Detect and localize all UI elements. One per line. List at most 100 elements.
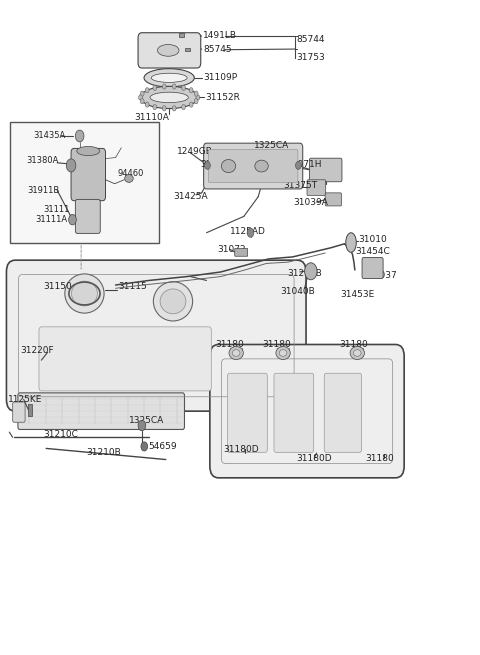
Circle shape bbox=[181, 85, 185, 90]
Text: 31425A: 31425A bbox=[173, 193, 208, 201]
Text: 31420C: 31420C bbox=[201, 160, 236, 168]
Circle shape bbox=[75, 130, 84, 142]
Text: 31111A: 31111A bbox=[35, 215, 67, 224]
Text: 31180D: 31180D bbox=[223, 445, 259, 453]
Text: 31753: 31753 bbox=[297, 53, 325, 62]
FancyBboxPatch shape bbox=[204, 143, 303, 189]
Ellipse shape bbox=[154, 282, 192, 321]
Circle shape bbox=[296, 162, 301, 170]
FancyBboxPatch shape bbox=[235, 248, 248, 256]
FancyBboxPatch shape bbox=[6, 260, 306, 411]
Ellipse shape bbox=[350, 346, 364, 360]
Text: 31454C: 31454C bbox=[355, 247, 390, 256]
Circle shape bbox=[139, 95, 143, 100]
FancyBboxPatch shape bbox=[210, 345, 404, 478]
FancyBboxPatch shape bbox=[325, 193, 341, 206]
Circle shape bbox=[140, 91, 144, 96]
Ellipse shape bbox=[157, 45, 179, 56]
Circle shape bbox=[145, 102, 149, 107]
Text: 31180: 31180 bbox=[339, 340, 368, 349]
Text: 31180: 31180 bbox=[365, 454, 394, 462]
Ellipse shape bbox=[279, 350, 287, 356]
Text: 1125KE: 1125KE bbox=[8, 395, 43, 404]
Circle shape bbox=[194, 99, 198, 104]
Ellipse shape bbox=[221, 160, 236, 173]
FancyBboxPatch shape bbox=[71, 149, 106, 200]
Circle shape bbox=[162, 105, 166, 111]
Text: 31039A: 31039A bbox=[294, 198, 328, 206]
Ellipse shape bbox=[255, 160, 268, 172]
Text: 31010: 31010 bbox=[359, 234, 387, 244]
Ellipse shape bbox=[229, 346, 243, 360]
Circle shape bbox=[196, 95, 200, 100]
Circle shape bbox=[194, 91, 198, 96]
Circle shape bbox=[153, 85, 157, 90]
FancyBboxPatch shape bbox=[228, 373, 267, 453]
FancyBboxPatch shape bbox=[208, 150, 298, 182]
Text: 54659: 54659 bbox=[148, 442, 177, 451]
Ellipse shape bbox=[232, 350, 240, 356]
FancyBboxPatch shape bbox=[185, 48, 190, 51]
Circle shape bbox=[247, 228, 254, 237]
Circle shape bbox=[69, 214, 76, 225]
Text: 1125AD: 1125AD bbox=[230, 227, 266, 236]
Text: 1325CA: 1325CA bbox=[254, 141, 289, 150]
FancyBboxPatch shape bbox=[28, 404, 32, 416]
Text: 31210B: 31210B bbox=[86, 449, 120, 457]
Text: 31072: 31072 bbox=[217, 244, 246, 253]
Text: 31111: 31111 bbox=[44, 206, 70, 214]
Ellipse shape bbox=[125, 174, 133, 182]
FancyBboxPatch shape bbox=[75, 199, 100, 233]
Text: 31071H: 31071H bbox=[287, 160, 322, 168]
Text: 31453E: 31453E bbox=[340, 290, 375, 299]
Text: 31220F: 31220F bbox=[20, 346, 53, 355]
FancyBboxPatch shape bbox=[324, 373, 361, 453]
Text: 31375T: 31375T bbox=[283, 181, 317, 190]
Text: 31109P: 31109P bbox=[203, 73, 237, 83]
Ellipse shape bbox=[346, 233, 356, 252]
Ellipse shape bbox=[276, 346, 290, 360]
Circle shape bbox=[172, 84, 176, 89]
Circle shape bbox=[189, 88, 193, 93]
FancyBboxPatch shape bbox=[362, 257, 383, 278]
Text: 31040B: 31040B bbox=[280, 287, 315, 296]
Circle shape bbox=[305, 263, 317, 280]
Ellipse shape bbox=[141, 86, 198, 109]
Ellipse shape bbox=[77, 147, 100, 156]
Text: 31435A: 31435A bbox=[33, 132, 65, 140]
Circle shape bbox=[66, 159, 76, 172]
Text: 31180: 31180 bbox=[215, 340, 244, 349]
Circle shape bbox=[172, 105, 176, 111]
Text: 31210C: 31210C bbox=[44, 430, 79, 440]
Circle shape bbox=[204, 162, 210, 170]
Circle shape bbox=[141, 442, 148, 451]
Text: 1491LB: 1491LB bbox=[203, 31, 237, 41]
Circle shape bbox=[145, 88, 149, 93]
Ellipse shape bbox=[151, 73, 187, 83]
Text: 31115: 31115 bbox=[118, 282, 147, 291]
Text: 31911B: 31911B bbox=[27, 186, 60, 195]
Text: 94460: 94460 bbox=[118, 170, 144, 178]
FancyBboxPatch shape bbox=[310, 159, 342, 181]
FancyBboxPatch shape bbox=[179, 33, 184, 37]
Circle shape bbox=[153, 104, 157, 109]
Text: 31037: 31037 bbox=[368, 271, 397, 280]
Circle shape bbox=[181, 104, 185, 109]
Text: 1249GB: 1249GB bbox=[177, 147, 213, 155]
Text: 85745: 85745 bbox=[203, 45, 232, 54]
Text: 31180: 31180 bbox=[262, 340, 291, 349]
FancyBboxPatch shape bbox=[307, 179, 325, 195]
FancyBboxPatch shape bbox=[274, 373, 314, 453]
Ellipse shape bbox=[160, 289, 186, 314]
FancyBboxPatch shape bbox=[12, 402, 25, 422]
FancyBboxPatch shape bbox=[138, 33, 201, 68]
Text: 31150: 31150 bbox=[43, 282, 72, 291]
Text: 31152R: 31152R bbox=[205, 93, 240, 102]
Circle shape bbox=[162, 84, 166, 89]
Text: 85744: 85744 bbox=[297, 35, 325, 45]
FancyBboxPatch shape bbox=[39, 327, 211, 391]
FancyBboxPatch shape bbox=[18, 393, 184, 430]
Ellipse shape bbox=[150, 92, 188, 103]
Circle shape bbox=[189, 102, 193, 107]
Circle shape bbox=[138, 421, 146, 431]
